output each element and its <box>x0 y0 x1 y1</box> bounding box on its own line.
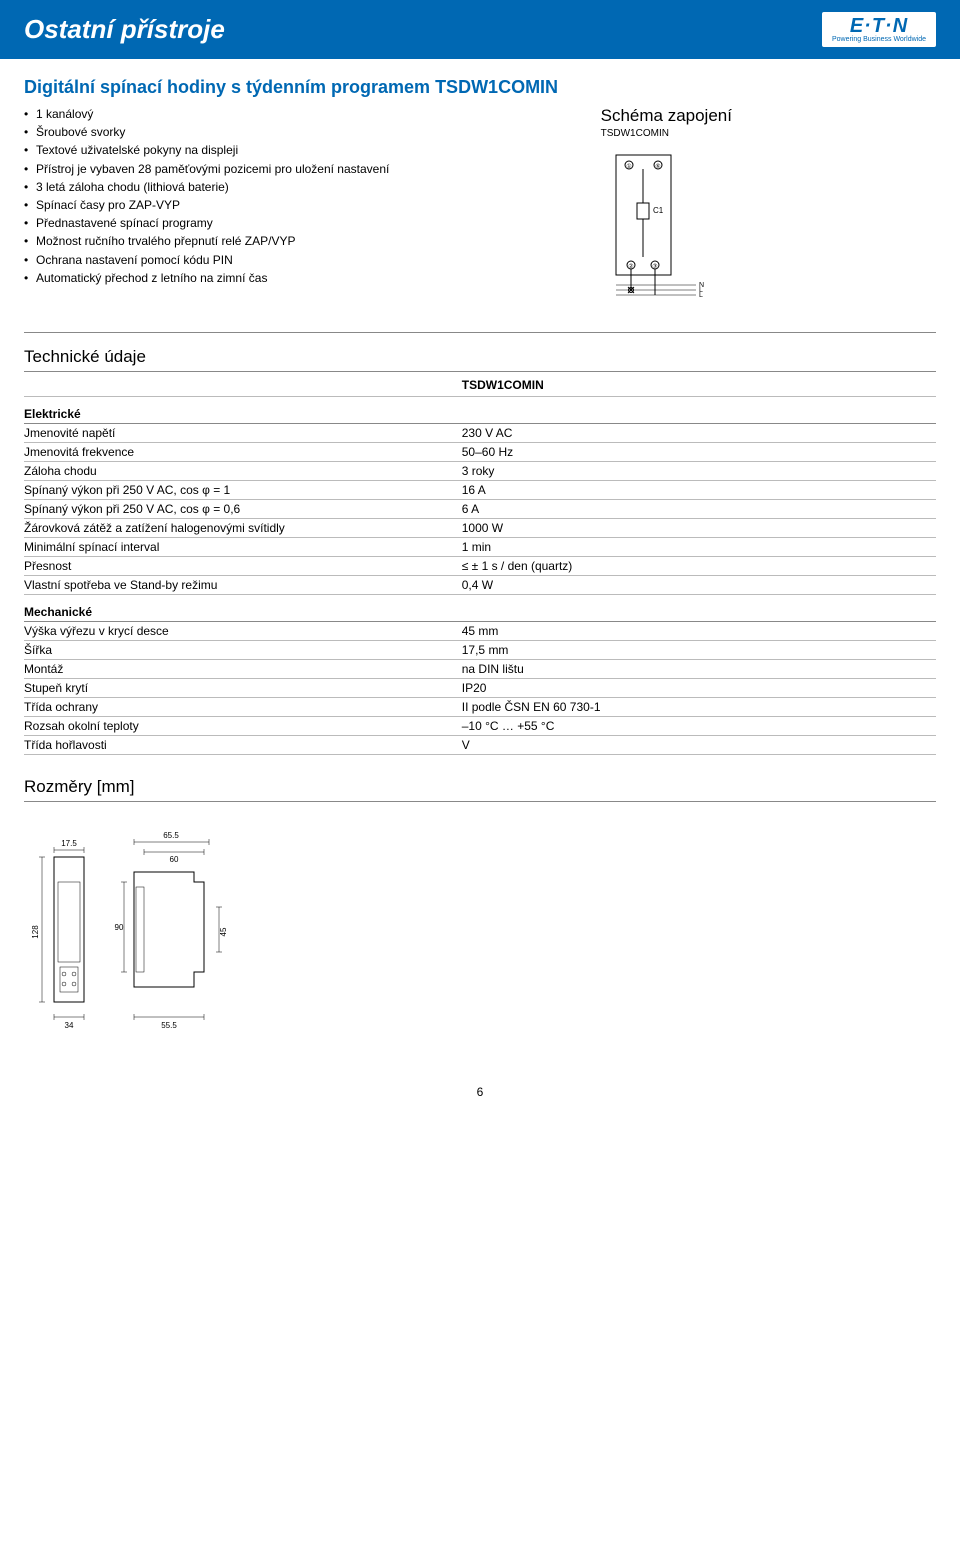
table-row: Třída hořlavostiV <box>24 736 936 755</box>
features-list: 1 kanálový Šroubové svorky Textové uživa… <box>24 106 561 286</box>
row-value: 45 mm <box>462 622 936 641</box>
page-header: Ostatní přístroje E·T·N Powering Busines… <box>0 0 960 59</box>
feature-item: Textové uživatelské pokyny na displeji <box>24 142 561 158</box>
table-row: Spínaný výkon při 250 V AC, cos φ = 116 … <box>24 481 936 500</box>
table-row: Šířka17,5 mm <box>24 641 936 660</box>
feature-item: 1 kanálový <box>24 106 561 122</box>
table-group-row: Mechanické <box>24 595 936 622</box>
logo-main-text: E·T·N <box>850 15 908 37</box>
table-row: Spínaný výkon při 250 V AC, cos φ = 0,66… <box>24 500 936 519</box>
row-value: 1 min <box>462 538 936 557</box>
table-row: Stupeň krytíIP20 <box>24 679 936 698</box>
row-value: ≤ ± 1 s / den (quartz) <box>462 557 936 576</box>
row-label: Výška výřezu v krycí desce <box>24 622 462 641</box>
feature-item: Přístroj je vybaven 28 paměťovými pozice… <box>24 161 561 177</box>
table-header-model: TSDW1COMIN <box>462 372 936 397</box>
page-number: 6 <box>24 1085 936 1099</box>
svg-text:65.5: 65.5 <box>163 831 179 840</box>
row-value: IP20 <box>462 679 936 698</box>
row-label: Spínaný výkon při 250 V AC, cos φ = 0,6 <box>24 500 462 519</box>
table-row: Rozsah okolní teploty–10 °C … +55 °C <box>24 717 936 736</box>
feature-item: Přednastavené spínací programy <box>24 215 561 231</box>
dimensions-drawing-icon: 17.5 128 34 65.5 60 90 <box>24 812 284 1042</box>
svg-text:⑥: ⑥ <box>655 163 660 170</box>
row-value: 230 V AC <box>462 424 936 443</box>
table-row: Výška výřezu v krycí desce45 mm <box>24 622 936 641</box>
feature-item: 3 letá záloha chodu (lithiová baterie) <box>24 179 561 195</box>
row-value: 1000 W <box>462 519 936 538</box>
row-label: Stupeň krytí <box>24 679 462 698</box>
dimensions-area: 17.5 128 34 65.5 60 90 <box>24 812 936 1045</box>
brand-logo: E·T·N Powering Business Worldwide <box>822 12 936 47</box>
table-row: Jmenovité napětí230 V AC <box>24 424 936 443</box>
product-title: Digitální spínací hodiny s týdenním prog… <box>24 77 936 98</box>
svg-text:17.5: 17.5 <box>61 839 77 848</box>
svg-text:128: 128 <box>31 925 40 939</box>
product-row: 1 kanálový Šroubové svorky Textové uživa… <box>24 106 936 333</box>
features-column: 1 kanálový Šroubové svorky Textové uživa… <box>24 106 561 308</box>
row-value: –10 °C … +55 °C <box>462 717 936 736</box>
schema-title: Schéma zapojení <box>601 106 936 126</box>
row-value: 50–60 Hz <box>462 443 936 462</box>
svg-text:L: L <box>699 292 703 299</box>
row-label: Vlastní spotřeba ve Stand-by režimu <box>24 576 462 595</box>
table-header-row: TSDW1COMIN <box>24 372 936 397</box>
row-label: Spínaný výkon při 250 V AC, cos φ = 1 <box>24 481 462 500</box>
row-label: Rozsah okolní teploty <box>24 717 462 736</box>
svg-text:C1: C1 <box>653 206 664 215</box>
svg-text:③: ③ <box>652 263 657 270</box>
row-label: Záloha chodu <box>24 462 462 481</box>
feature-item: Ochrana nastavení pomocí kódu PIN <box>24 252 561 268</box>
table-row: Žárovková zátěž a zatížení halogenovými … <box>24 519 936 538</box>
feature-item: Automatický přechod z letního na zimní č… <box>24 270 561 286</box>
row-value: V <box>462 736 936 755</box>
feature-item: Možnost ručního trvalého přepnutí relé Z… <box>24 233 561 249</box>
feature-item: Šroubové svorky <box>24 124 561 140</box>
svg-text:55.5: 55.5 <box>161 1021 177 1030</box>
svg-text:45: 45 <box>219 927 228 936</box>
svg-text:34: 34 <box>65 1021 74 1030</box>
row-value: 6 A <box>462 500 936 519</box>
schema-subtitle: TSDW1COMIN <box>601 128 936 139</box>
table-group-row: Elektrické <box>24 397 936 424</box>
row-label: Třída hořlavosti <box>24 736 462 755</box>
row-value: 17,5 mm <box>462 641 936 660</box>
schema-column: Schéma zapojení TSDW1COMIN ① ⑥ C1 ② ③ <box>601 106 936 308</box>
page-title: Ostatní přístroje <box>24 14 225 45</box>
row-value: na DIN lištu <box>462 660 936 679</box>
row-label: Šířka <box>24 641 462 660</box>
page-content: Digitální spínací hodiny s týdenním prog… <box>0 59 960 1129</box>
group-name: Mechanické <box>24 595 936 622</box>
row-value: 0,4 W <box>462 576 936 595</box>
table-row: Přesnost≤ ± 1 s / den (quartz) <box>24 557 936 576</box>
feature-item: Spínací časy pro ZAP-VYP <box>24 197 561 213</box>
table-row: Záloha chodu3 roky <box>24 462 936 481</box>
row-value: 16 A <box>462 481 936 500</box>
row-label: Jmenovité napětí <box>24 424 462 443</box>
table-row: Montážna DIN lištu <box>24 660 936 679</box>
dimensions-title: Rozměry [mm] <box>24 777 936 802</box>
svg-text:①: ① <box>626 163 631 170</box>
row-label: Přesnost <box>24 557 462 576</box>
table-row: Vlastní spotřeba ve Stand-by režimu0,4 W <box>24 576 936 595</box>
tech-table: TSDW1COMIN Elektrické Jmenovité napětí23… <box>24 372 936 755</box>
row-value: II podle ČSN EN 60 730-1 <box>462 698 936 717</box>
group-name: Elektrické <box>24 397 936 424</box>
wiring-diagram-icon: ① ⑥ C1 ② ③ N L L <box>601 145 711 305</box>
row-value: 3 roky <box>462 462 936 481</box>
logo-sub-text: Powering Business Worldwide <box>832 36 926 43</box>
svg-text:②: ② <box>628 263 633 270</box>
row-label: Třída ochrany <box>24 698 462 717</box>
row-label: Montáž <box>24 660 462 679</box>
row-label: Jmenovitá frekvence <box>24 443 462 462</box>
row-label: Minimální spínací interval <box>24 538 462 557</box>
table-header-empty <box>24 372 462 397</box>
table-row: Třída ochranyII podle ČSN EN 60 730-1 <box>24 698 936 717</box>
svg-text:90: 90 <box>115 923 124 932</box>
table-row: Minimální spínací interval1 min <box>24 538 936 557</box>
tech-title: Technické údaje <box>24 347 936 372</box>
row-label: Žárovková zátěž a zatížení halogenovými … <box>24 519 462 538</box>
svg-text:60: 60 <box>170 855 179 864</box>
table-row: Jmenovitá frekvence50–60 Hz <box>24 443 936 462</box>
